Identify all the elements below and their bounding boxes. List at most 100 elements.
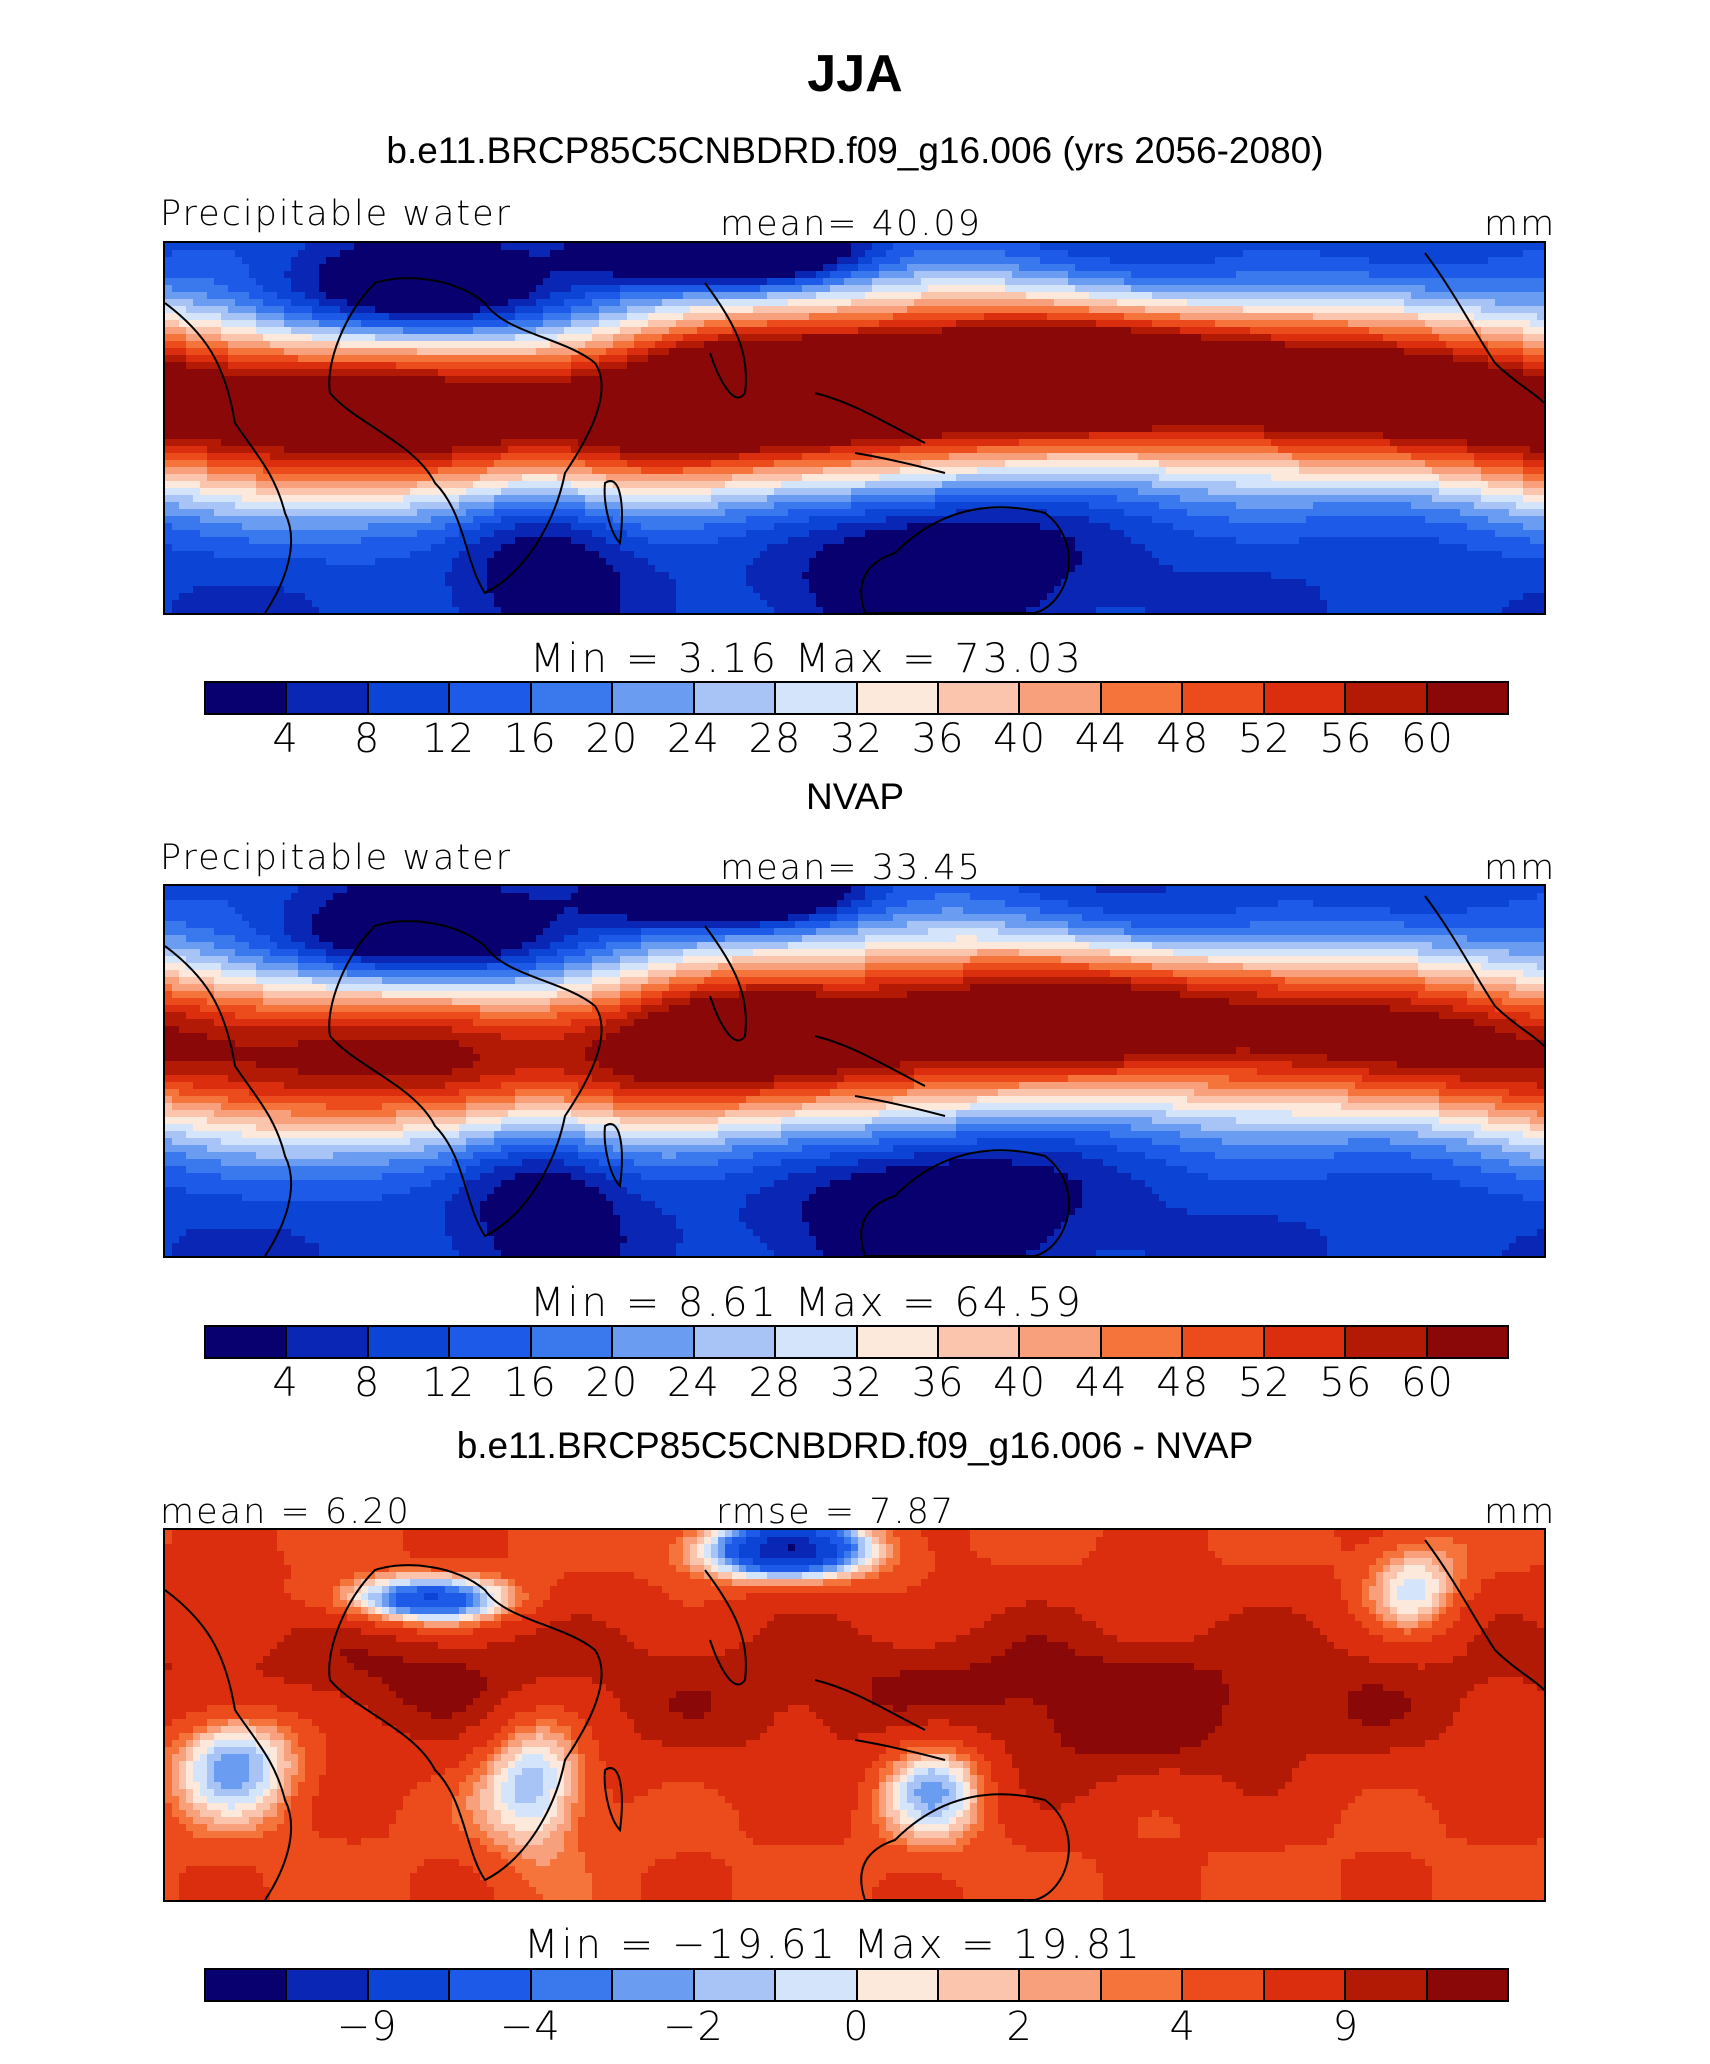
field-cell [893,1551,901,1559]
field-cell [445,376,572,384]
field-cell [298,970,348,978]
field-cell [221,334,264,342]
field-cell [837,1565,845,1573]
field-cell [165,1159,222,1167]
field-cell [1152,320,1216,328]
field-cell [823,264,838,272]
field-cell [165,907,236,915]
field-cell [186,1866,257,1874]
field-cell [683,949,754,957]
field-cell [249,1754,264,1762]
field-cell [1250,921,1405,929]
field-cell [718,1558,726,1566]
field-cell [263,1768,271,1776]
field-cell [165,1789,173,1797]
field-cell [1418,1607,1433,1615]
field-cell [340,1593,348,1601]
field-cell [165,299,194,307]
field-cell [221,320,257,328]
field-cell [1411,1698,1461,1706]
field-cell [424,1593,439,1601]
field-cell [522,1873,593,1881]
field-cell [165,516,201,524]
field-cell [466,1145,502,1153]
field-cell [613,1789,649,1797]
field-cell [256,1803,271,1811]
field-cell [291,1761,299,1769]
field-cell [1404,348,1454,356]
field-cell [648,355,1454,363]
field-cell [1243,1789,1279,1797]
field-cell [179,1803,194,1811]
field-cell [382,1593,390,1601]
field-cell [578,1796,586,1804]
field-cell [683,1551,691,1559]
field-cell [858,1558,866,1566]
coastline [1424,1539,1544,1691]
field-cell [172,1782,180,1790]
field-cell [165,390,1544,398]
field-cell [186,355,229,363]
field-cell [396,1593,425,1601]
field-cell [662,299,719,307]
field-cell [613,1208,663,1216]
field-cell [1110,257,1216,265]
field-cell [1383,1586,1391,1594]
field-cell [704,341,1286,349]
field-cell [228,1075,481,1083]
field-cell [739,1103,803,1111]
field-cell [1138,1824,1181,1832]
field-cell [585,1803,733,1811]
field-cell [1425,1859,1544,1867]
field-cell [795,921,831,929]
field-cell [200,1782,208,1790]
field-cell [907,1810,922,1818]
field-cell [186,348,229,356]
field-cell [998,928,1069,936]
field-cell [494,1782,502,1790]
colorbar-cell [206,683,288,713]
panel-2-colorbar-ticks: 4 8 12 16 20 24 28 32 36 40 44 48 52 56 60 [204,1360,1509,1410]
field-cell [186,1747,194,1755]
field-cell [333,1586,341,1594]
field-cell [578,1117,621,1125]
field-cell [256,1005,481,1013]
field-cell [585,460,628,468]
field-cell [1215,1551,1384,1559]
field-cell [942,327,1132,335]
field-cell [1432,1621,1454,1629]
field-cell [886,1551,894,1559]
field-cell [1201,1880,1342,1888]
coastline [814,1679,946,1761]
field-cell [1180,1768,1293,1776]
field-cell [165,593,180,601]
field-cell [809,1537,831,1545]
field-cell [389,1579,411,1587]
field-cell [172,1775,180,1783]
field-cell [172,1754,187,1762]
field-cell [165,1173,222,1181]
field-cell [1425,1537,1454,1545]
field-cell [459,502,495,510]
field-cell [963,1768,971,1776]
field-cell [1341,1810,1440,1818]
colorbar-cell [1346,683,1428,713]
field-cell [851,271,880,279]
field-cell [228,341,271,349]
field-cell [648,949,684,957]
field-cell [165,1061,257,1069]
field-cell [578,488,621,496]
field-cell [585,1789,614,1797]
field-cell [1236,502,1314,510]
field-cell [445,1215,481,1223]
field-cell [494,1187,600,1195]
field-cell [200,481,257,489]
colorbar-cell [450,1970,532,2000]
field-cell [165,264,250,272]
field-cell [179,1768,187,1776]
field-cell [550,1831,565,1839]
field-cell [1348,1138,1391,1146]
field-cell [1488,481,1524,489]
field-cell [480,1005,551,1013]
field-cell [1096,1544,1209,1552]
